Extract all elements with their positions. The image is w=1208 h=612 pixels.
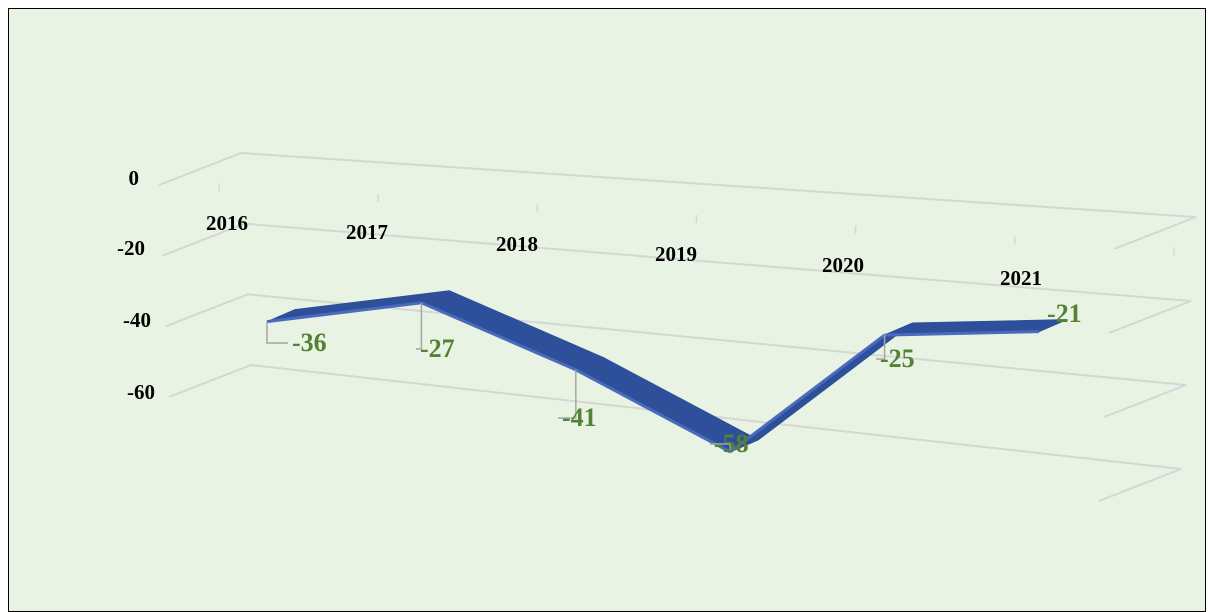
series-line [729,333,886,454]
y-tick-label: -20 [117,236,145,260]
leader-line [416,302,423,350]
x-tick-label: 2016 [206,211,248,235]
y-tick-label: 0 [129,166,140,190]
gridline [158,151,1197,250]
y-tick-label: -40 [123,308,151,332]
y-tick-label: -60 [127,380,155,404]
leader-lines [266,302,886,452]
gridline [168,363,1182,502]
series-line [575,368,731,454]
leader-line [266,321,288,344]
data-label: -25 [880,344,915,373]
chart-frame: 0 -20 -40 -60 2016 2017 2018 2019 2020 2… [8,8,1206,612]
leader-line [710,443,731,452]
gridline [165,293,1187,418]
series-ribbon [266,290,1068,454]
series-line [884,330,1040,337]
leader-line [558,369,577,419]
data-label: -58 [714,429,749,458]
x-tick-label: 2019 [655,242,697,266]
x-tick-label: 2017 [346,220,388,244]
data-labels: -36 -27 -41 -58 -25 -21 [292,299,1082,458]
data-label: -36 [292,328,327,357]
data-label: -21 [1047,299,1082,328]
data-label: -27 [420,334,455,363]
leader-line [876,335,886,360]
series-line [266,301,422,324]
x-tick-label: 2021 [1000,266,1042,290]
gridline [161,222,1192,334]
x-tick-label: 2020 [822,253,864,277]
line-chart-3d: 0 -20 -40 -60 2016 2017 2018 2019 2020 2… [117,151,1197,502]
data-label: -41 [562,403,597,432]
series-line [420,301,577,372]
x-tick-label: 2018 [496,232,538,256]
x-axis-ticks: 2016 2017 2018 2019 2020 2021 [206,211,1042,290]
y-axis-ticks: 0 -20 -40 -60 [117,166,155,404]
